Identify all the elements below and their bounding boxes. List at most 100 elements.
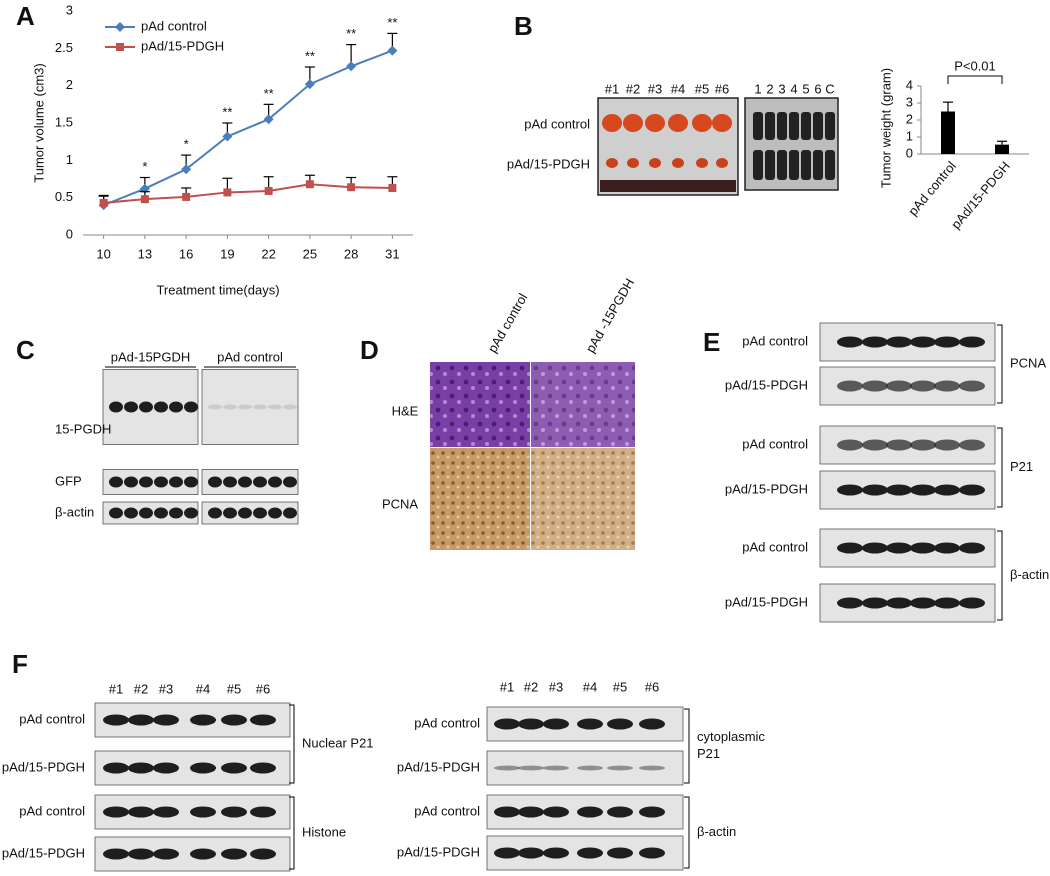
blot-band [250,806,276,818]
blot-band [128,762,154,774]
x-tick-label: 25 [303,246,317,261]
blot-band [607,847,633,859]
blot-band [128,848,154,860]
y-tick-label: 2.5 [55,40,73,55]
mouse-label: 3 [778,81,785,96]
group-label: P21 [697,746,720,761]
blot-band [959,542,985,554]
x-tick-label: 13 [138,246,152,261]
blot-band [169,401,183,413]
lane-label: #2 [134,681,148,696]
blot-band [607,765,633,771]
x-tick-label: 22 [261,246,275,261]
legend-swatch [115,22,125,32]
significance-label: ** [346,26,356,41]
panel-letter: D [360,335,379,365]
tumor [623,114,643,132]
lane-label: #1 [605,81,619,96]
y-tick-label: 3 [66,2,73,17]
tumor [645,114,665,132]
blot-band [577,718,603,730]
blot-band [577,847,603,859]
row-label: PCNA [382,496,418,511]
blot-band [128,714,154,726]
point [347,183,356,192]
blot-band [184,401,198,413]
blot-band [190,848,216,860]
blot-band [221,762,247,774]
lane-label: #2 [626,81,640,96]
tumor [602,114,622,132]
blot-band [128,806,154,818]
tumor [696,158,708,168]
mouse-label: 6 [814,81,821,96]
blot-band [910,439,936,451]
y-tick-label: 0 [66,226,73,241]
row-label: GFP [55,473,82,488]
lane-label: #6 [256,681,270,696]
x-tick-label: 28 [344,246,358,261]
row-label: pAd control [742,436,808,451]
blot-band [103,714,129,726]
mouse-label: 4 [790,81,797,96]
mouse [825,112,835,140]
tumor [672,158,684,168]
series-line [103,49,393,207]
row-label: pAd/15-PDGH [725,481,808,496]
legend-swatch [116,43,124,51]
blot-band [518,765,544,771]
blot-band [124,507,138,519]
blot-band [862,484,888,496]
significance-label: * [184,137,189,152]
blot-band [639,847,665,859]
row-label: pAd/15-PDGH [2,845,85,860]
blot-band [190,762,216,774]
blot-band [837,380,863,392]
blot-band [250,762,276,774]
blot-band [862,380,888,392]
x-tick-label: 16 [179,246,193,261]
y-tick-label: 0.5 [55,189,73,204]
row-label: 15-PGDH [55,421,111,436]
mouse [789,150,799,180]
lane-label: #6 [715,81,729,96]
point [182,192,191,201]
y-tick-label: 2 [66,77,73,92]
group-label: Histone [302,824,346,839]
mouse [813,112,823,140]
blot-band [494,718,520,730]
row-label: pAd control [414,803,480,818]
panel-letter: A [16,1,35,31]
point [181,164,192,175]
blot-band [124,401,138,413]
group-label: β-actin [1010,567,1049,582]
p-value-label: P<0.01 [954,58,996,73]
blot-band [103,848,129,860]
group-label: pAd control [217,349,283,364]
point [263,114,274,125]
blot-band [250,714,276,726]
y-tick-label: 1 [906,128,913,143]
row-label: pAd/15-PDGH [2,759,85,774]
blot-band [139,476,153,488]
blot-band [221,848,247,860]
x-tick-label: 31 [385,246,399,261]
group-label: β-actin [697,824,736,839]
blot-band [238,404,252,410]
lane-label: #1 [109,681,123,696]
lane-label: #4 [196,681,210,696]
lane-label: #1 [500,679,514,694]
blot-band [837,439,863,451]
lane-label: #3 [549,679,563,694]
point [264,186,273,195]
x-tick-label: 10 [96,246,110,261]
blot-band [109,401,123,413]
blot-band [153,714,179,726]
error-bar [943,101,953,112]
tumor-photo [597,97,739,196]
blot-band [886,484,912,496]
blot-band [154,507,168,519]
blot-band [959,439,985,451]
mouse [777,112,787,140]
tumor [649,158,661,168]
